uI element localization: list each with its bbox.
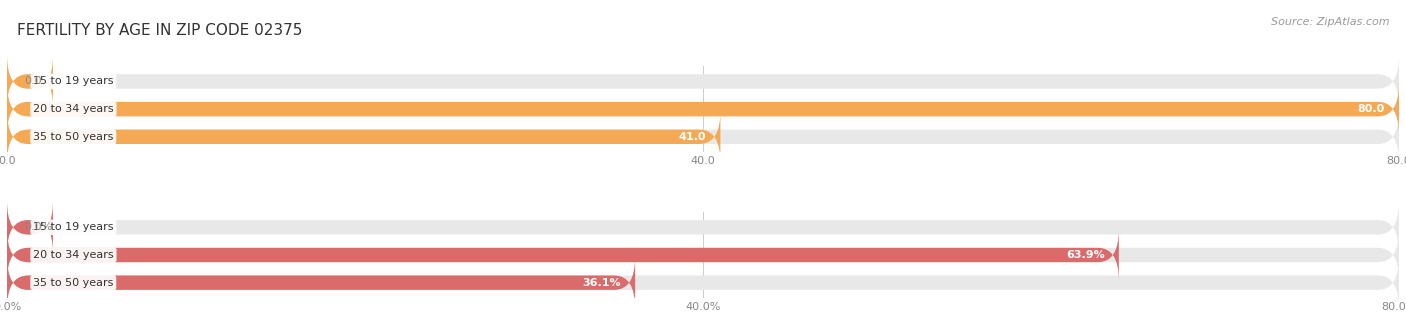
Text: 35 to 50 years: 35 to 50 years — [34, 132, 114, 142]
FancyBboxPatch shape — [7, 111, 1399, 163]
Text: 20 to 34 years: 20 to 34 years — [34, 250, 114, 260]
Text: 35 to 50 years: 35 to 50 years — [34, 278, 114, 288]
FancyBboxPatch shape — [7, 201, 53, 253]
FancyBboxPatch shape — [7, 55, 1399, 108]
FancyBboxPatch shape — [7, 257, 636, 309]
Text: Source: ZipAtlas.com: Source: ZipAtlas.com — [1271, 17, 1389, 26]
FancyBboxPatch shape — [7, 257, 1399, 309]
FancyBboxPatch shape — [7, 229, 1119, 281]
Text: 63.9%: 63.9% — [1066, 250, 1105, 260]
FancyBboxPatch shape — [7, 229, 1399, 281]
FancyBboxPatch shape — [7, 111, 720, 163]
Text: 15 to 19 years: 15 to 19 years — [34, 222, 114, 232]
Text: 20 to 34 years: 20 to 34 years — [34, 104, 114, 114]
FancyBboxPatch shape — [7, 83, 1399, 135]
Text: 80.0: 80.0 — [1358, 104, 1385, 114]
Text: 41.0: 41.0 — [679, 132, 706, 142]
Text: FERTILITY BY AGE IN ZIP CODE 02375: FERTILITY BY AGE IN ZIP CODE 02375 — [17, 23, 302, 38]
Text: 36.1%: 36.1% — [582, 278, 621, 288]
Text: 15 to 19 years: 15 to 19 years — [34, 76, 114, 86]
FancyBboxPatch shape — [7, 55, 53, 108]
Text: 0.0: 0.0 — [24, 76, 42, 86]
FancyBboxPatch shape — [7, 201, 1399, 253]
FancyBboxPatch shape — [7, 83, 1399, 135]
Text: 0.0%: 0.0% — [24, 222, 52, 232]
